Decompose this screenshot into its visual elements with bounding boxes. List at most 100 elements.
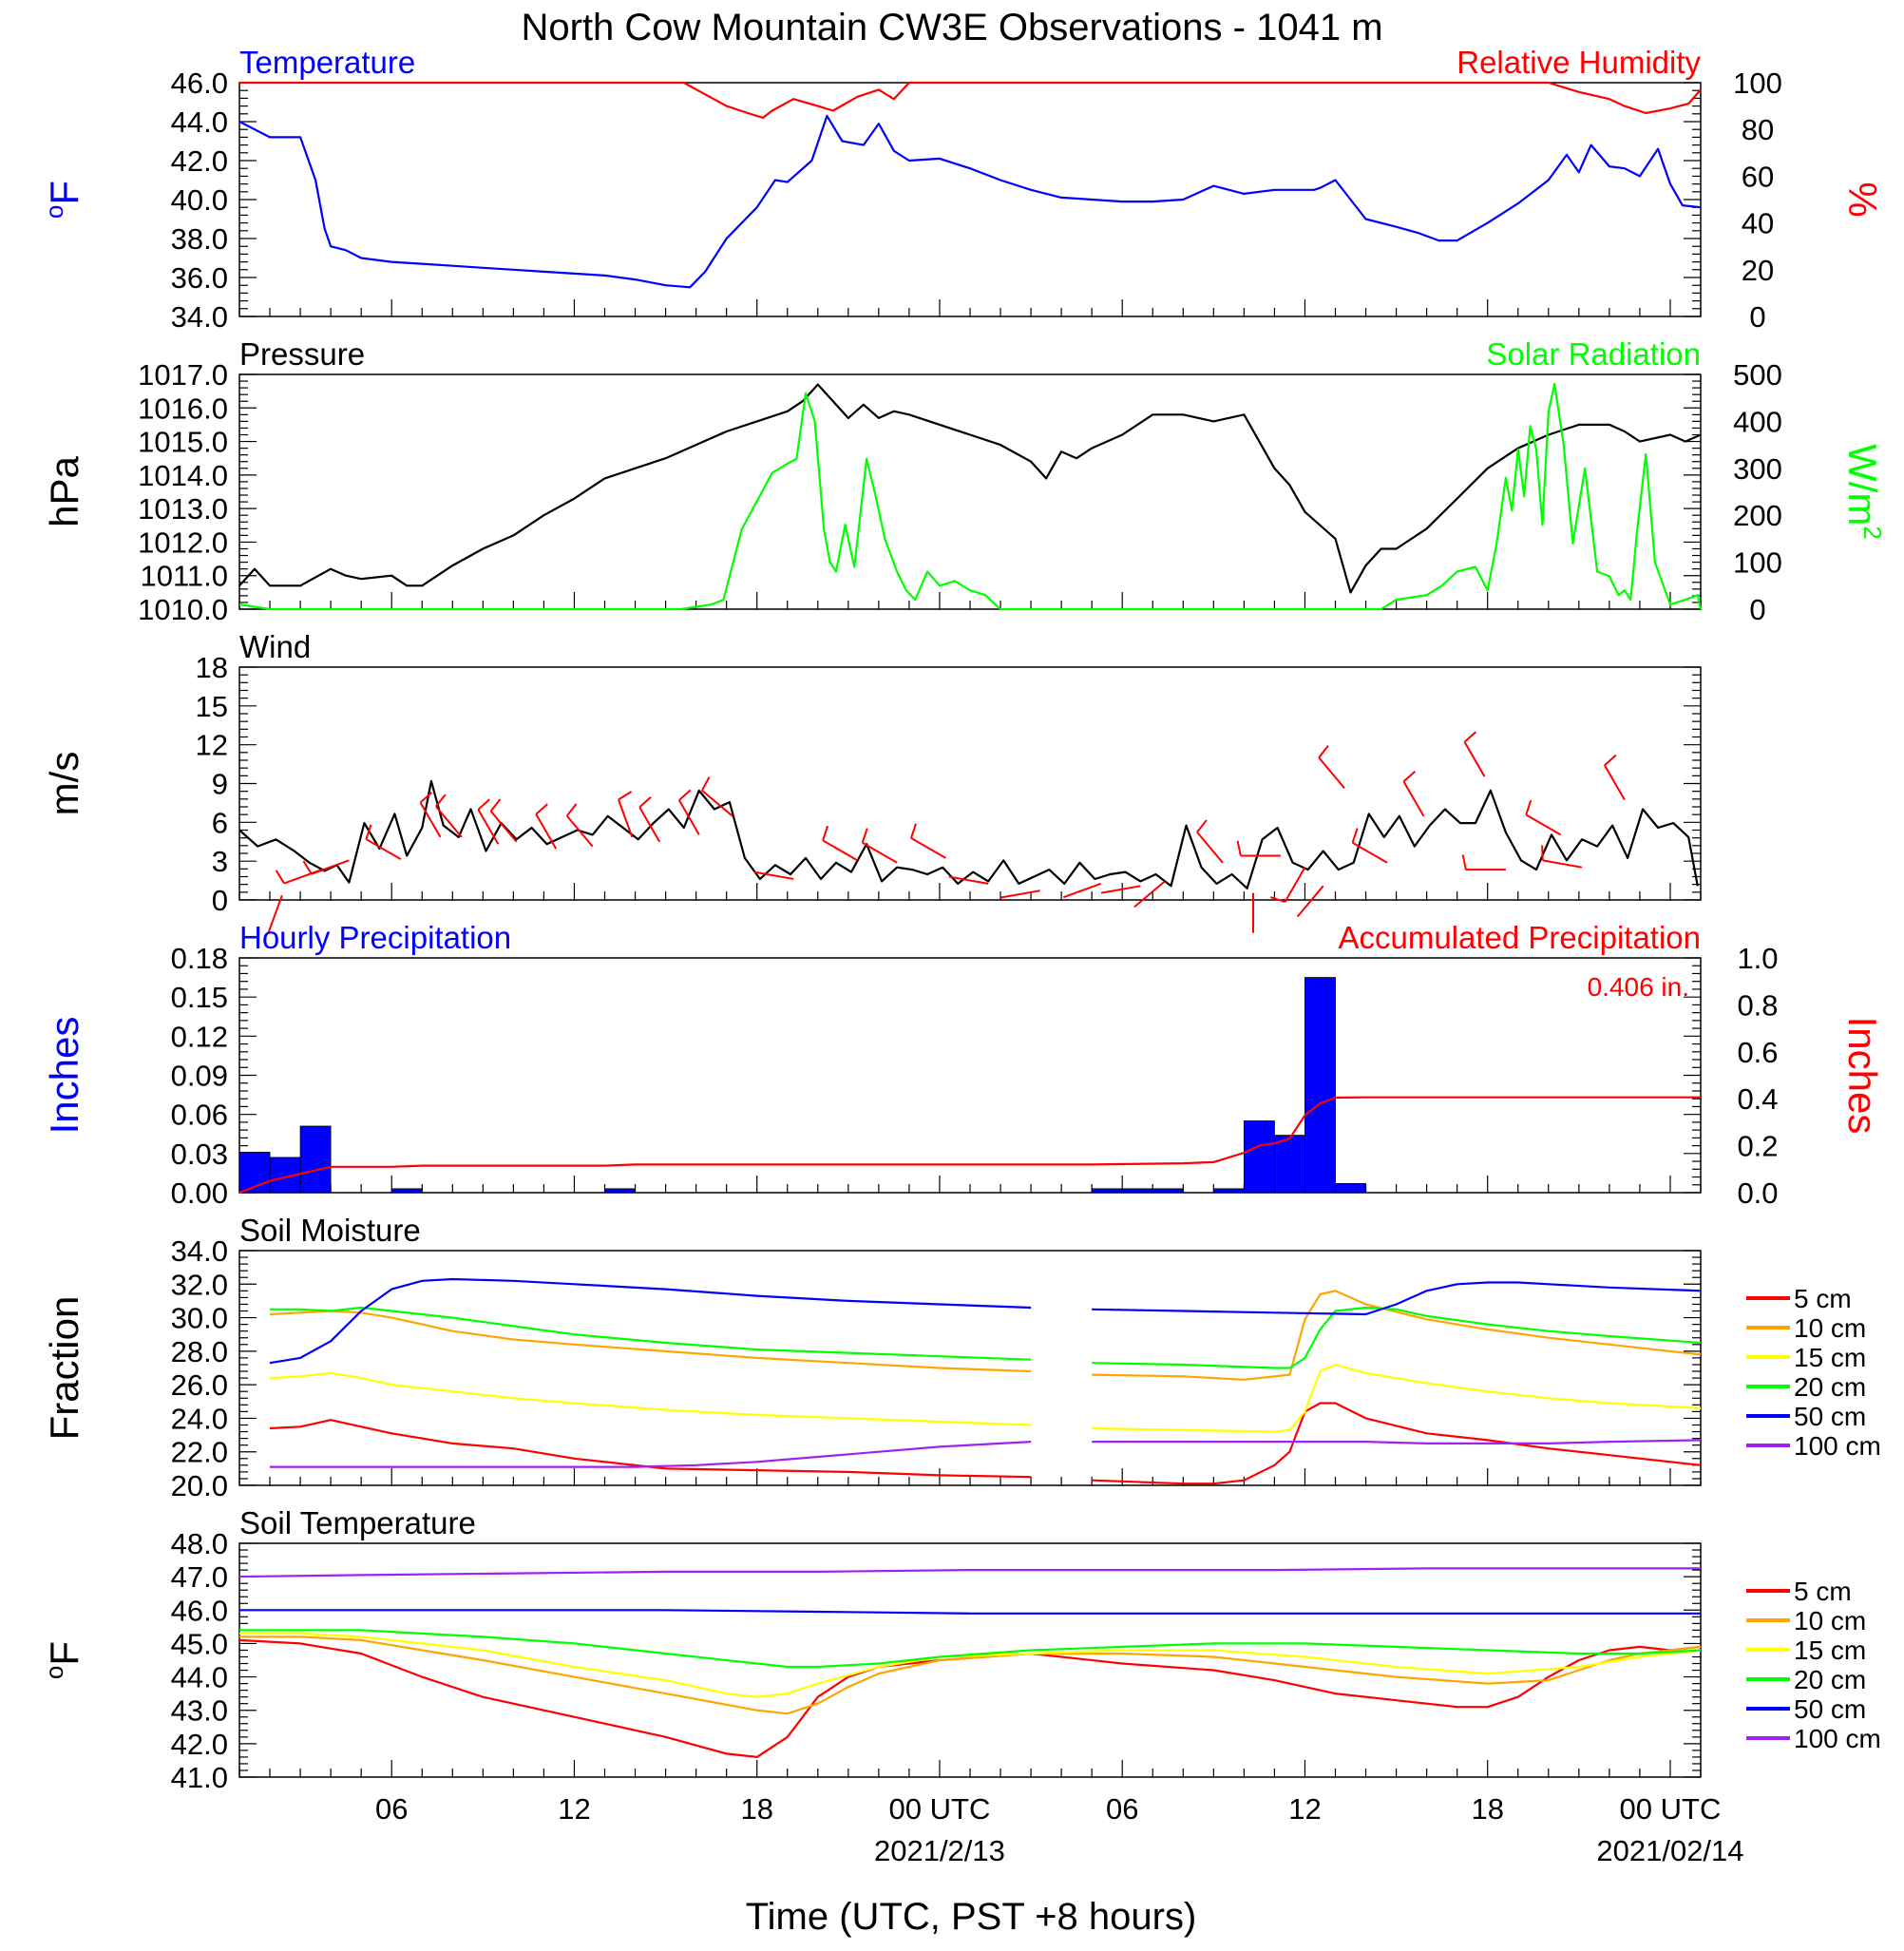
y-tick-label-left: 1014.0 <box>138 459 228 492</box>
wind-barb-staff <box>535 813 558 850</box>
y-tick-label-right: 100 <box>1733 67 1782 100</box>
wind-barb <box>1541 845 1583 869</box>
panel-title-right: Accumulated Precipitation <box>1338 920 1701 955</box>
y-tick-label-left: 0.12 <box>171 1020 228 1053</box>
y-axis-label-left: oF <box>40 181 86 219</box>
wind-barb-flag <box>1351 828 1359 844</box>
legend-label: 10 cm <box>1794 1313 1866 1343</box>
y-tick-label-left: 0.06 <box>171 1099 228 1132</box>
wind-barb <box>1318 745 1345 790</box>
wind-barb-flag <box>419 792 433 804</box>
panel-title-left: Soil Moisture <box>239 1213 421 1248</box>
y-tick-label-right: 20 <box>1742 254 1774 287</box>
legend-item: 50 cm <box>1746 1402 1866 1431</box>
y-tick-label-right: 0.2 <box>1737 1130 1778 1163</box>
wind-barb <box>435 794 463 838</box>
y-tick-label-left: 1017.0 <box>138 358 228 392</box>
y-tick-label-right: 0 <box>1749 593 1765 626</box>
wind-barb-staff <box>565 814 594 848</box>
legend-item: 50 cm <box>1746 1694 1866 1724</box>
wind-barb <box>638 795 661 843</box>
precip-bar <box>1121 1188 1153 1194</box>
y-tick-label-left: 1012.0 <box>138 526 228 559</box>
wind-barb <box>565 803 594 848</box>
precip-bar <box>390 1188 423 1194</box>
y-tick-label-left: 20.0 <box>171 1469 228 1502</box>
legend-item: 15 cm <box>1746 1343 1866 1372</box>
panel-title-left: Pressure <box>239 336 365 372</box>
y-tick-label-left: 15 <box>196 690 228 723</box>
y-tick-label-right: 0.8 <box>1737 988 1778 1022</box>
y-tick-label-left: 3 <box>212 845 228 878</box>
wind-barb-flag <box>822 825 829 841</box>
legend-label: 50 cm <box>1794 1694 1866 1724</box>
x-tick-label: 12 <box>558 1792 590 1826</box>
y-tick-label-right: 1.0 <box>1737 942 1778 975</box>
wind-barb-flag <box>618 791 633 801</box>
panel-temperature_rh: 46.0 44.0 42.0 40.0 38.0 36.0 34.0 100 80 60 40 20 0… <box>40 45 1885 334</box>
series-accumulated-precip <box>238 1096 1701 1195</box>
panel-pressure_solar: 1017.01016.01015.01014.01013.01012.01011… <box>42 336 1887 626</box>
y-tick-label-left: 1010.0 <box>138 593 228 626</box>
y-tick-label-left: 46.0 <box>171 1594 228 1627</box>
wind-barb-flag <box>1269 896 1285 904</box>
wind-barb-staff <box>1284 867 1306 903</box>
legend-label: 10 cm <box>1794 1606 1866 1635</box>
panel-title-right: Relative Humidity <box>1457 45 1701 80</box>
wind-barb <box>1402 771 1425 817</box>
legend-item: 5 cm <box>1746 1284 1852 1313</box>
wind-barb-staff <box>910 837 946 859</box>
legend-item: 100 cm <box>1746 1431 1881 1461</box>
series-10-cm <box>239 1635 1702 1715</box>
panel-precipitation: 0.18 0.15 0.12 0.09 0.06 0.03 0.00 1.0 0.8 0.6 0.4… <box>42 920 1885 1210</box>
series-15-cm-seg-1 <box>269 1371 1032 1426</box>
wind-barb-staff <box>1318 756 1345 790</box>
wind-barb-flag <box>701 776 711 792</box>
wind-barb-staff <box>1100 885 1141 894</box>
wind-barb-staff <box>1542 859 1583 869</box>
x-tick-label: 18 <box>740 1792 772 1826</box>
y-tick-label-left: 22.0 <box>171 1436 228 1469</box>
x-axis-label: Time (UTC, PST +8 hours) <box>746 1896 1197 1938</box>
wind-barb-staff <box>1525 813 1562 836</box>
x-tick-label: 00 UTC <box>889 1792 991 1826</box>
series-10-cm-seg-2 <box>1092 1290 1702 1381</box>
panel-soil_temperature: 48.047.046.045.044.043.042.041.0 Soil Tem… <box>40 1505 1881 1794</box>
y-tick-label-right: 0.0 <box>1737 1176 1778 1210</box>
wind-barb-staff <box>1463 741 1486 777</box>
x-date-label: 2021/02/14 <box>1596 1834 1743 1867</box>
series-50-cm-seg-1 <box>269 1277 1032 1365</box>
y-axis-label-left: Fraction <box>42 1296 86 1441</box>
panel-wind: 18 15 12 9 6 3 0 Wind m/s <box>42 629 1702 933</box>
wind-barb <box>419 792 442 838</box>
wind-barb-staff <box>311 859 350 875</box>
y-tick-label-left: 48.0 <box>171 1527 228 1560</box>
y-tick-label-right: 300 <box>1733 452 1782 486</box>
wind-barb-staff <box>618 799 634 838</box>
precip-total-annotation: 0.406 in. <box>1588 972 1689 1002</box>
panel-title-left: Temperature <box>239 45 415 80</box>
precip-bar <box>1274 1135 1305 1194</box>
wind-barb <box>1296 885 1324 918</box>
wind-barb-staff <box>365 838 402 860</box>
wind-barb <box>1236 840 1281 857</box>
wind-barb-flag <box>477 798 490 811</box>
legend-label: 100 cm <box>1794 1724 1881 1753</box>
y-tick-label-left: 46.0 <box>171 67 228 100</box>
y-tick-label-left: 36.0 <box>171 261 228 295</box>
y-tick-label-right: 0 <box>1749 300 1765 334</box>
wind-barb <box>489 798 518 843</box>
wind-barb-flag <box>638 795 652 809</box>
wind-barb <box>1604 754 1626 801</box>
wind-barb <box>1525 799 1562 836</box>
x-tick-label: 06 <box>375 1792 408 1826</box>
legend-label: 15 cm <box>1794 1635 1866 1665</box>
wind-barb-staff <box>701 790 733 817</box>
y-tick-label-left: 34.0 <box>171 1234 228 1268</box>
panel-title-left: Hourly Precipitation <box>239 920 511 955</box>
series-100-cm-seg-1 <box>270 1441 1032 1468</box>
wind-barb <box>1463 731 1486 777</box>
wind-barb-staff <box>267 894 283 933</box>
